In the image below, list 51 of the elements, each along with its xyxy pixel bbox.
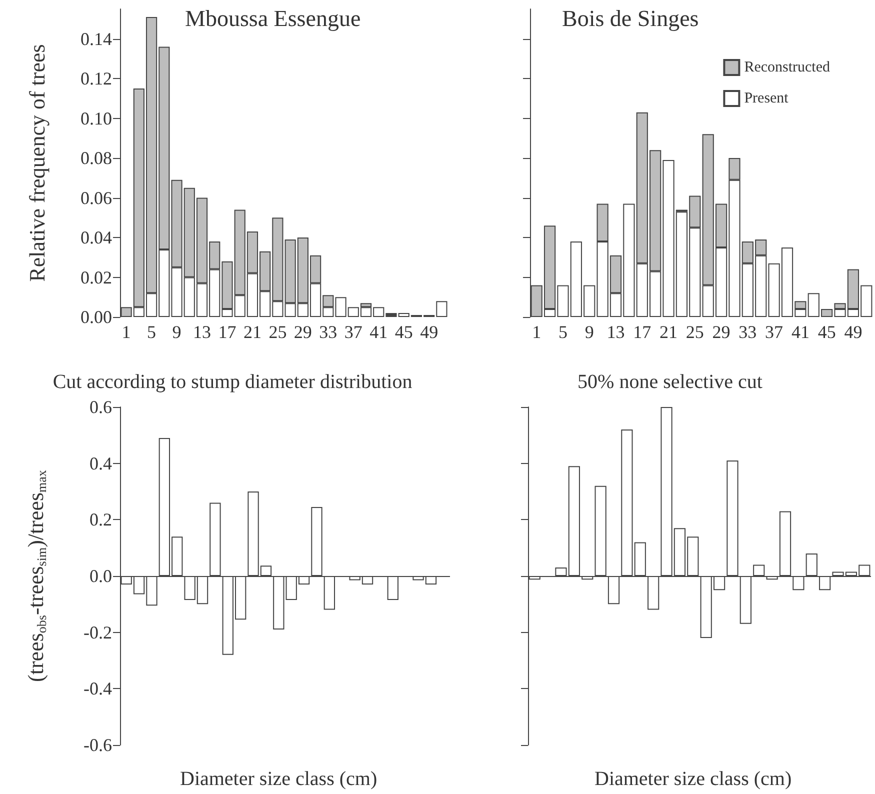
y-tick-label: -0.6 bbox=[84, 735, 112, 755]
x-tick-label: 37 bbox=[765, 322, 784, 342]
x-tick-label: 49 bbox=[844, 322, 862, 342]
chart-title: Mboussa Essengue bbox=[185, 6, 361, 31]
y-tick-label: -0.4 bbox=[84, 678, 112, 699]
x-tick-label: 49 bbox=[420, 322, 438, 342]
x-axis-title: Diameter size class (cm) bbox=[594, 768, 792, 790]
legend-label: Present bbox=[744, 90, 790, 106]
legend-label: Reconstructed bbox=[744, 60, 830, 76]
chart-title: Bois de Singes bbox=[562, 6, 699, 31]
y-tick-label: 0.2 bbox=[90, 510, 112, 530]
y-tick-label: 0.06 bbox=[80, 188, 112, 208]
x-tick-label: 1 bbox=[122, 322, 131, 342]
x-tick-label: 25 bbox=[686, 322, 704, 342]
x-tick-label: 13 bbox=[193, 322, 211, 342]
x-tick-label: 21 bbox=[660, 322, 678, 342]
x-tick-label: 17 bbox=[633, 322, 652, 342]
chart-title: Cut according to stump diameter distribution bbox=[52, 371, 412, 393]
x-tick-label: 9 bbox=[584, 322, 594, 342]
y-tick-label: 0.02 bbox=[80, 267, 112, 288]
y-axis-title: (treesobs-treessim)/treesmax bbox=[23, 470, 49, 682]
x-tick-label: 33 bbox=[319, 322, 338, 342]
y-tick-label: 0.08 bbox=[80, 148, 112, 168]
x-tick-label: 29 bbox=[712, 322, 730, 342]
y-tick-label: 0.04 bbox=[80, 228, 112, 248]
y-tick-label: 0.4 bbox=[90, 453, 112, 474]
x-tick-label: 13 bbox=[606, 322, 625, 342]
x-tick-label: 9 bbox=[172, 322, 182, 342]
y-axis-title: Relative frequency of trees bbox=[24, 44, 50, 282]
x-axis-title: Diameter size class (cm) bbox=[180, 768, 378, 790]
y-tick-label: -0.2 bbox=[84, 622, 112, 642]
x-tick-label: 45 bbox=[818, 322, 836, 342]
chart-title: 50% none selective cut bbox=[578, 371, 763, 393]
x-tick-label: 41 bbox=[370, 322, 388, 342]
x-tick-label: 5 bbox=[558, 322, 568, 342]
x-tick-label: 41 bbox=[791, 322, 810, 342]
y-tick-label: 0.14 bbox=[80, 28, 112, 49]
y-tick-label: 0.00 bbox=[80, 307, 112, 327]
x-tick-label: 1 bbox=[532, 322, 542, 342]
x-tick-label: 29 bbox=[294, 322, 312, 342]
x-tick-label: 37 bbox=[344, 322, 362, 342]
x-tick-label: 25 bbox=[268, 322, 287, 342]
y-tick-label: 0.12 bbox=[80, 68, 112, 89]
y-tick-label: 0.10 bbox=[80, 108, 112, 128]
x-tick-label: 21 bbox=[243, 322, 262, 342]
x-tick-label: 17 bbox=[218, 322, 236, 342]
x-tick-label: 45 bbox=[394, 322, 413, 342]
x-tick-label: 5 bbox=[147, 322, 156, 342]
x-tick-label: 33 bbox=[738, 322, 757, 342]
y-tick-label: 0.6 bbox=[90, 397, 112, 417]
y-tick-label: 0.0 bbox=[90, 566, 112, 586]
